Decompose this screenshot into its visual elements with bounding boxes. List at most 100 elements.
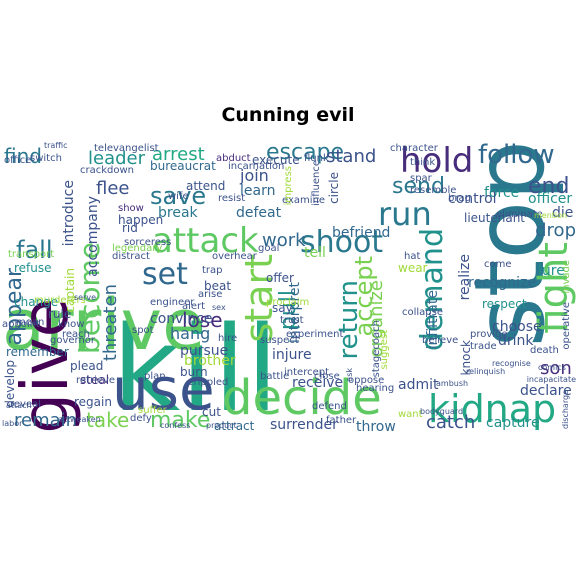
cloud-word: son — [540, 358, 572, 379]
cloud-word: ask — [345, 368, 354, 382]
cloud-word: suffer — [138, 405, 167, 416]
cloud-word: flunk — [304, 153, 329, 164]
cloud-word: die — [552, 205, 574, 221]
cloud-word: office — [4, 155, 32, 166]
cloud-word: throw — [356, 419, 396, 434]
cloud-word: believe — [422, 335, 459, 346]
cloud-word: operative — [561, 302, 572, 350]
cloud-word: regain — [74, 395, 112, 409]
cloud-word: provide — [470, 329, 508, 340]
cloud-word: examine — [282, 195, 326, 206]
cloud-word: collapse — [402, 307, 444, 318]
cloud-word: retrieve — [76, 375, 116, 386]
cloud-word: resemble — [410, 185, 457, 196]
cloud-word: reveal — [10, 399, 42, 410]
cloud-word: befriend — [332, 225, 391, 241]
cloud-word: flee — [96, 178, 130, 199]
cloud-word: mean — [16, 317, 45, 328]
cloud-word: arrive — [2, 284, 206, 366]
cloud-word: remember — [6, 345, 69, 359]
cloud-word: say — [272, 301, 293, 315]
cloud-word: bureaucrat — [150, 159, 216, 173]
cloud-word: trap — [202, 265, 223, 276]
cloud-word: crippled — [188, 377, 229, 388]
cloud-word: battle — [260, 371, 290, 382]
cloud-word: murderers — [34, 295, 86, 306]
cloud-word: drop — [535, 220, 576, 241]
cloud-word: sorceress — [124, 237, 172, 248]
cloud-word: hire — [218, 333, 238, 344]
cloud-word: make — [150, 408, 211, 433]
cloud-word: lure — [538, 263, 565, 279]
cloud-word: act — [58, 415, 71, 424]
cloud-word: injure — [272, 347, 312, 363]
cloud-word: attract — [214, 419, 255, 433]
cloud-word: hold — [400, 141, 474, 181]
cloud-word: respect — [482, 297, 527, 311]
cloud-word: product — [206, 421, 237, 430]
cloud-word: attack — [152, 221, 259, 261]
cloud-word: offer — [266, 271, 294, 285]
cloud-word: reach — [62, 329, 91, 340]
cloud-word: character — [390, 143, 438, 154]
cloud-word: abduct — [216, 153, 251, 164]
cloud-word: discharge — [561, 390, 570, 429]
cloud-word: introduce — [61, 180, 77, 247]
cloud-word: relinquish — [466, 367, 506, 376]
cloud-word: circle — [327, 172, 341, 204]
cloud-word: hat — [404, 251, 421, 262]
cloud-word: pursue — [180, 343, 229, 359]
cloud-word: governor — [50, 335, 96, 346]
cloud-word: distract — [112, 251, 150, 262]
cloud-word: fall — [16, 236, 53, 264]
cloud-word: decide — [222, 370, 382, 426]
cloud-word: lieutenant — [464, 211, 526, 225]
cloud-word: surrender — [270, 417, 338, 433]
cloud-word: change — [14, 295, 59, 309]
cloud-word: trust — [280, 315, 304, 326]
cloud-word: remain — [14, 410, 78, 431]
cloud-word: drink — [498, 333, 534, 349]
cloud-word: intercept — [284, 367, 329, 378]
cloud-word: realize — [457, 254, 473, 301]
cloud-word: use — [112, 355, 215, 423]
cloud-word: televangelist — [94, 143, 159, 154]
cloud-word: stand — [326, 146, 377, 167]
cloud-word: suspect — [260, 335, 299, 346]
cloud-word: choose — [492, 319, 542, 335]
cloud-word: rid — [122, 221, 138, 235]
cloud-word: plan — [144, 371, 166, 382]
cloud-word: learn — [240, 183, 276, 199]
cloud-word: catch — [426, 412, 476, 433]
cloud-word: set — [142, 257, 188, 292]
cloud-word: hang — [170, 324, 211, 343]
cloud-word: cut — [202, 405, 221, 419]
cloud-word: confess — [160, 421, 191, 430]
cloud-word: declare — [520, 383, 572, 399]
cloud-word: crackdown — [80, 165, 135, 176]
cloud-word: experiment — [286, 329, 344, 340]
cloud-word: legendary — [112, 243, 163, 254]
cloud-word: join — [240, 166, 269, 185]
cloud-word: attend — [186, 179, 226, 193]
cloud-word: want — [398, 409, 423, 420]
cloud-word: save — [150, 182, 207, 210]
cloud-word: accompany — [85, 196, 101, 277]
cloud-word: transport — [8, 249, 55, 260]
cloud-word: recognise — [492, 359, 531, 368]
cloud-word: impress — [283, 166, 294, 206]
cloud-word: capture — [486, 415, 540, 431]
cloud-word: proclaim — [266, 297, 310, 308]
cloud-word: follow — [478, 140, 555, 170]
cloud-word: incapacitate — [526, 375, 576, 384]
cloud-word: eliminate — [496, 209, 543, 220]
cloud-word: suggest — [379, 330, 390, 370]
cloud-word: beat — [204, 279, 232, 293]
cloud-word: incarnation — [228, 161, 285, 172]
cloud-word: arrest — [152, 144, 205, 165]
cloud-word: plead — [70, 359, 104, 373]
word-cloud: kill arrive stop decide give use attack kidnap r… — [0, 140, 576, 434]
cloud-word: brag — [448, 193, 471, 204]
cloud-word: attach — [6, 401, 32, 410]
cloud-word: hearing — [356, 383, 395, 394]
